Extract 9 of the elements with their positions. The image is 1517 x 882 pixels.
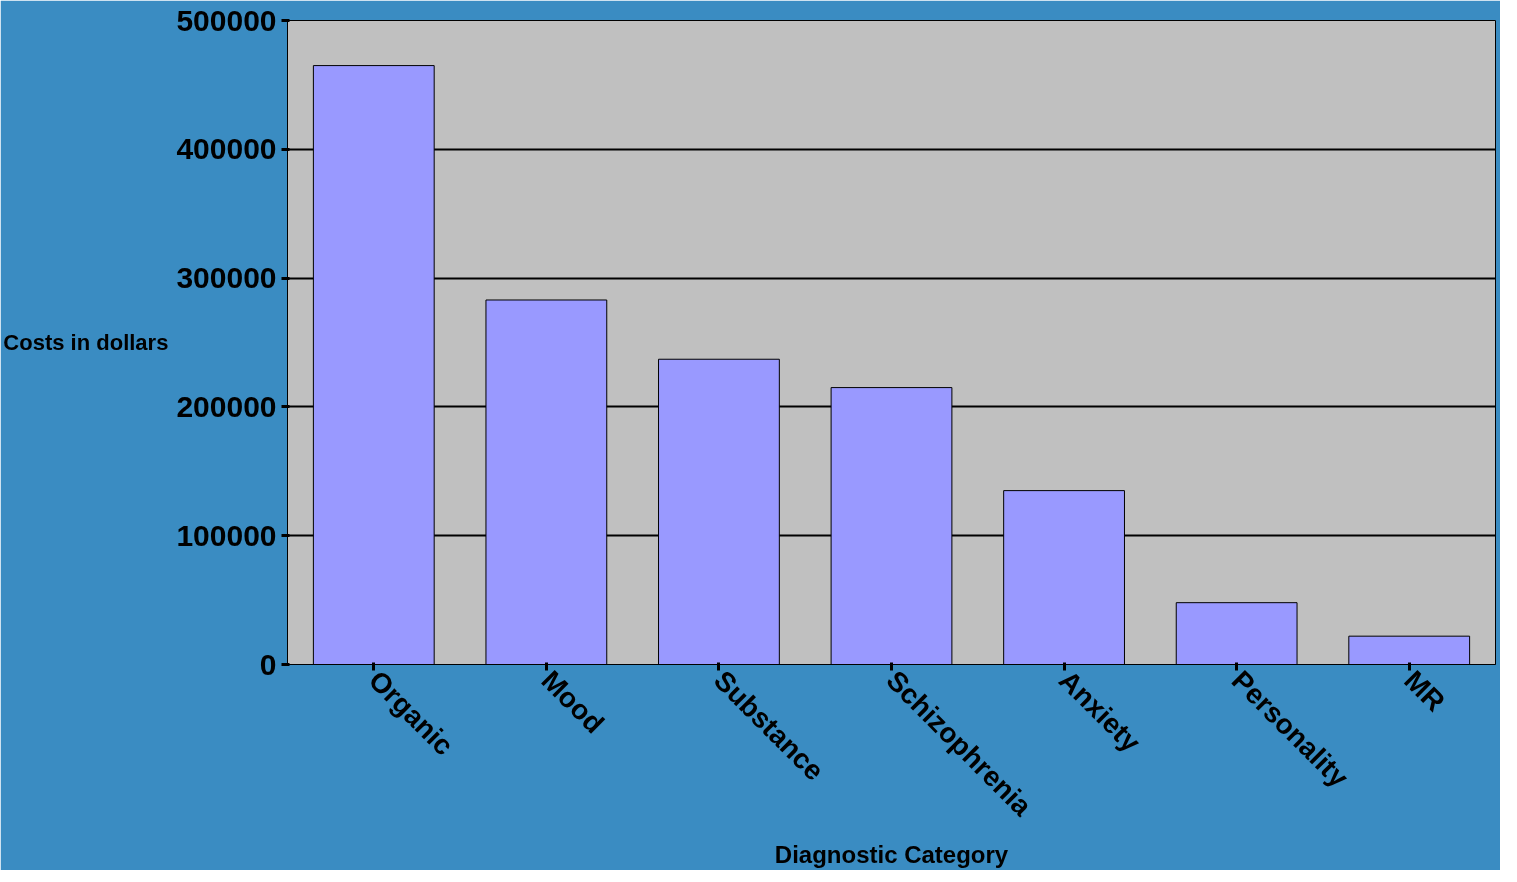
y-tick-label: 300000: [176, 261, 277, 295]
y-tick-label: 0: [259, 647, 277, 681]
y-axis-title: Costs in dollars: [3, 330, 169, 355]
y-tick-label: 200000: [176, 389, 277, 423]
y-tick-label: 400000: [176, 132, 277, 166]
y-tick-label: 500000: [176, 3, 277, 37]
y-tick-label: 100000: [176, 518, 277, 552]
x-axis-title: Diagnostic Category: [774, 840, 1009, 868]
x-tick-label: MR: [1398, 664, 1451, 718]
